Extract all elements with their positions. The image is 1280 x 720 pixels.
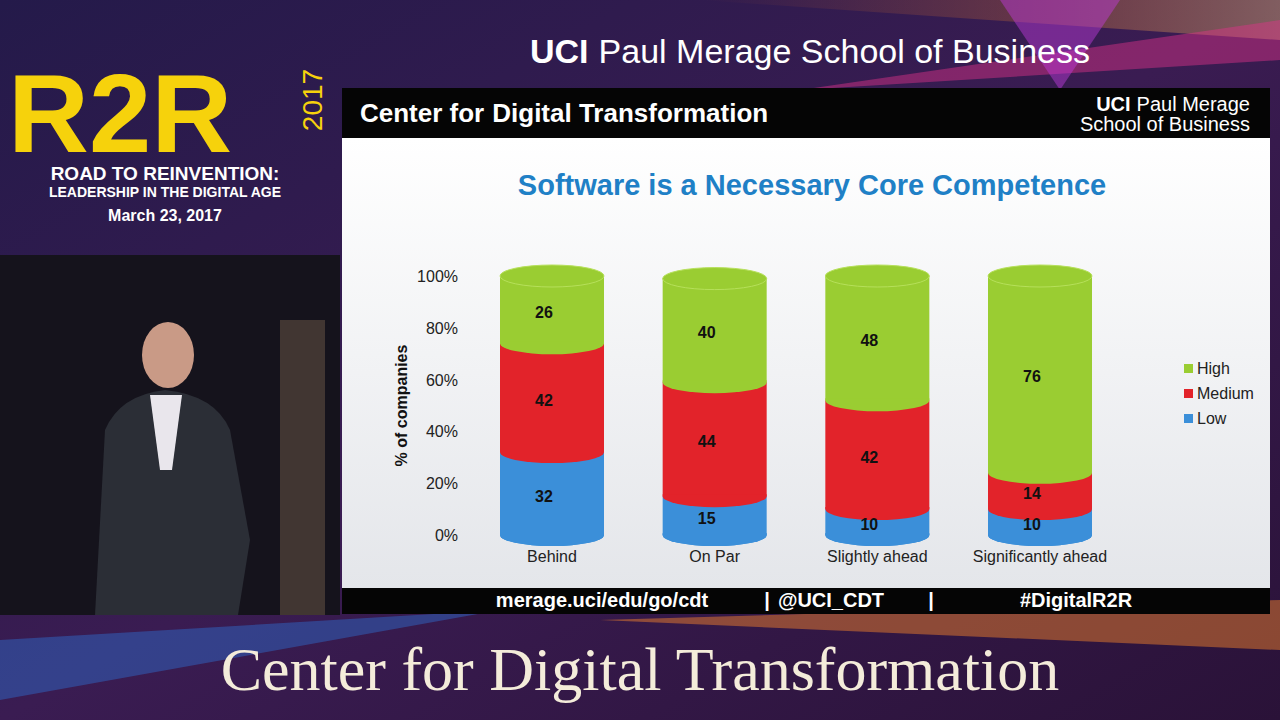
bar-segment-curve bbox=[825, 398, 929, 411]
page: UCI Paul Merage School of Business R2R 2017… bbox=[0, 0, 1280, 720]
data-label: 26 bbox=[535, 304, 553, 321]
bar-segment bbox=[825, 276, 929, 400]
bar-segment-curve bbox=[663, 533, 767, 546]
caption: Center for Digital Transformation bbox=[221, 635, 1060, 703]
footer-separator: | bbox=[764, 589, 770, 611]
bar-top-cap bbox=[663, 268, 767, 290]
event-year: 2017 bbox=[297, 69, 328, 131]
legend-label: Medium bbox=[1197, 385, 1254, 402]
slide-header-bar bbox=[342, 88, 1270, 138]
y-tick-label: 40% bbox=[426, 423, 458, 440]
bar-segment bbox=[500, 343, 604, 452]
data-label: 40 bbox=[698, 324, 716, 341]
y-tick-label: 100% bbox=[417, 268, 458, 285]
legend: High Medium Low bbox=[1184, 360, 1254, 427]
data-label: 10 bbox=[1023, 516, 1041, 533]
speaker-head bbox=[142, 322, 194, 388]
event-line1: ROAD TO REINVENTION: bbox=[51, 163, 280, 184]
bar-segment-curve bbox=[500, 533, 604, 546]
legend-label: Low bbox=[1197, 410, 1227, 427]
bar-segment bbox=[663, 382, 767, 496]
bar-segment-curve bbox=[825, 533, 929, 546]
slide-header-title: Center for Digital Transformation bbox=[360, 98, 768, 128]
event-date: March 23, 2017 bbox=[108, 207, 222, 224]
slide-logo-line1: UCI Paul Merage bbox=[1096, 93, 1250, 115]
slide-logo-line2: School of Business bbox=[1080, 113, 1250, 135]
bar-segment-curve bbox=[988, 471, 1092, 484]
y-tick-label: 20% bbox=[426, 475, 458, 492]
y-tick-label: 0% bbox=[435, 527, 458, 544]
y-tick bbox=[462, 431, 466, 432]
event-line2: LEADERSHIP IN THE DIGITAL AGE bbox=[49, 184, 281, 200]
data-label: 44 bbox=[698, 433, 716, 450]
x-tick-label: Behind bbox=[527, 548, 577, 565]
bar-top-cap bbox=[988, 265, 1092, 287]
bars bbox=[500, 265, 1092, 546]
bar-segment bbox=[825, 400, 929, 509]
bar-segment-curve bbox=[500, 450, 604, 463]
footer-item: @UCI_CDT bbox=[778, 589, 884, 611]
bar-segment-curve bbox=[663, 494, 767, 507]
data-labels: 32 42 26 15 44 40 10 42 48 10 14 76 bbox=[535, 304, 1041, 533]
banner-brand: UCI bbox=[530, 32, 589, 70]
speaker-body bbox=[95, 390, 250, 615]
footer-item: #DigitalR2R bbox=[1020, 589, 1133, 611]
video-area bbox=[0, 255, 340, 615]
y-tick bbox=[462, 379, 466, 380]
bar-segment-curve bbox=[988, 533, 1092, 546]
bar-segment-curve bbox=[663, 380, 767, 393]
x-tick-label: Slightly ahead bbox=[827, 548, 928, 565]
data-label: 76 bbox=[1023, 368, 1041, 385]
y-tick bbox=[462, 483, 466, 484]
slide-logo-text: Paul Merage bbox=[1137, 93, 1250, 115]
data-label: 48 bbox=[860, 332, 878, 349]
legend-swatch bbox=[1184, 389, 1193, 398]
data-label: 10 bbox=[860, 516, 878, 533]
bar-top-cap bbox=[500, 265, 604, 287]
legend-swatch bbox=[1184, 364, 1193, 373]
chart-title: Software is a Necessary Core Competence bbox=[518, 169, 1106, 201]
y-tick-label: 80% bbox=[426, 320, 458, 337]
y-tick bbox=[462, 276, 466, 277]
banner-title: UCI Paul Merage School of Business bbox=[530, 32, 1090, 70]
data-label: 14 bbox=[1023, 485, 1041, 502]
data-label: 42 bbox=[535, 392, 553, 409]
video-prop bbox=[280, 320, 325, 615]
x-tick-label: On Par bbox=[689, 548, 740, 565]
footer-separator: | bbox=[928, 589, 934, 611]
background bbox=[0, 0, 1280, 720]
data-label: 32 bbox=[535, 488, 553, 505]
bar-top-cap bbox=[825, 265, 929, 287]
slide-body bbox=[342, 138, 1270, 588]
legend-label: High bbox=[1197, 360, 1230, 377]
bar-segment bbox=[500, 452, 604, 535]
y-tick-label: 60% bbox=[426, 372, 458, 389]
speaker-shirt bbox=[150, 395, 182, 470]
bar-segment bbox=[663, 279, 767, 383]
y-tick bbox=[462, 535, 466, 536]
footer-item: merage.uci/edu/go/cdt bbox=[496, 589, 709, 611]
data-label: 42 bbox=[860, 449, 878, 466]
y-tick bbox=[462, 327, 466, 328]
slide-header-bold: Digital Transformation bbox=[492, 98, 768, 128]
legend-swatch bbox=[1184, 414, 1193, 423]
slide-logo-brand: UCI bbox=[1096, 93, 1130, 115]
banner-school: Paul Merage School of Business bbox=[599, 32, 1090, 70]
y-axis-title: % of companies bbox=[393, 345, 410, 467]
event-logo: R2R bbox=[8, 51, 232, 176]
slide-header-lead: Center for bbox=[360, 98, 484, 128]
slide-footer-bar bbox=[342, 588, 1270, 614]
x-tick-label: Significantly ahead bbox=[973, 548, 1107, 565]
data-label: 15 bbox=[698, 510, 716, 527]
bar-segment-curve bbox=[500, 341, 604, 354]
bar-segment bbox=[988, 276, 1092, 473]
